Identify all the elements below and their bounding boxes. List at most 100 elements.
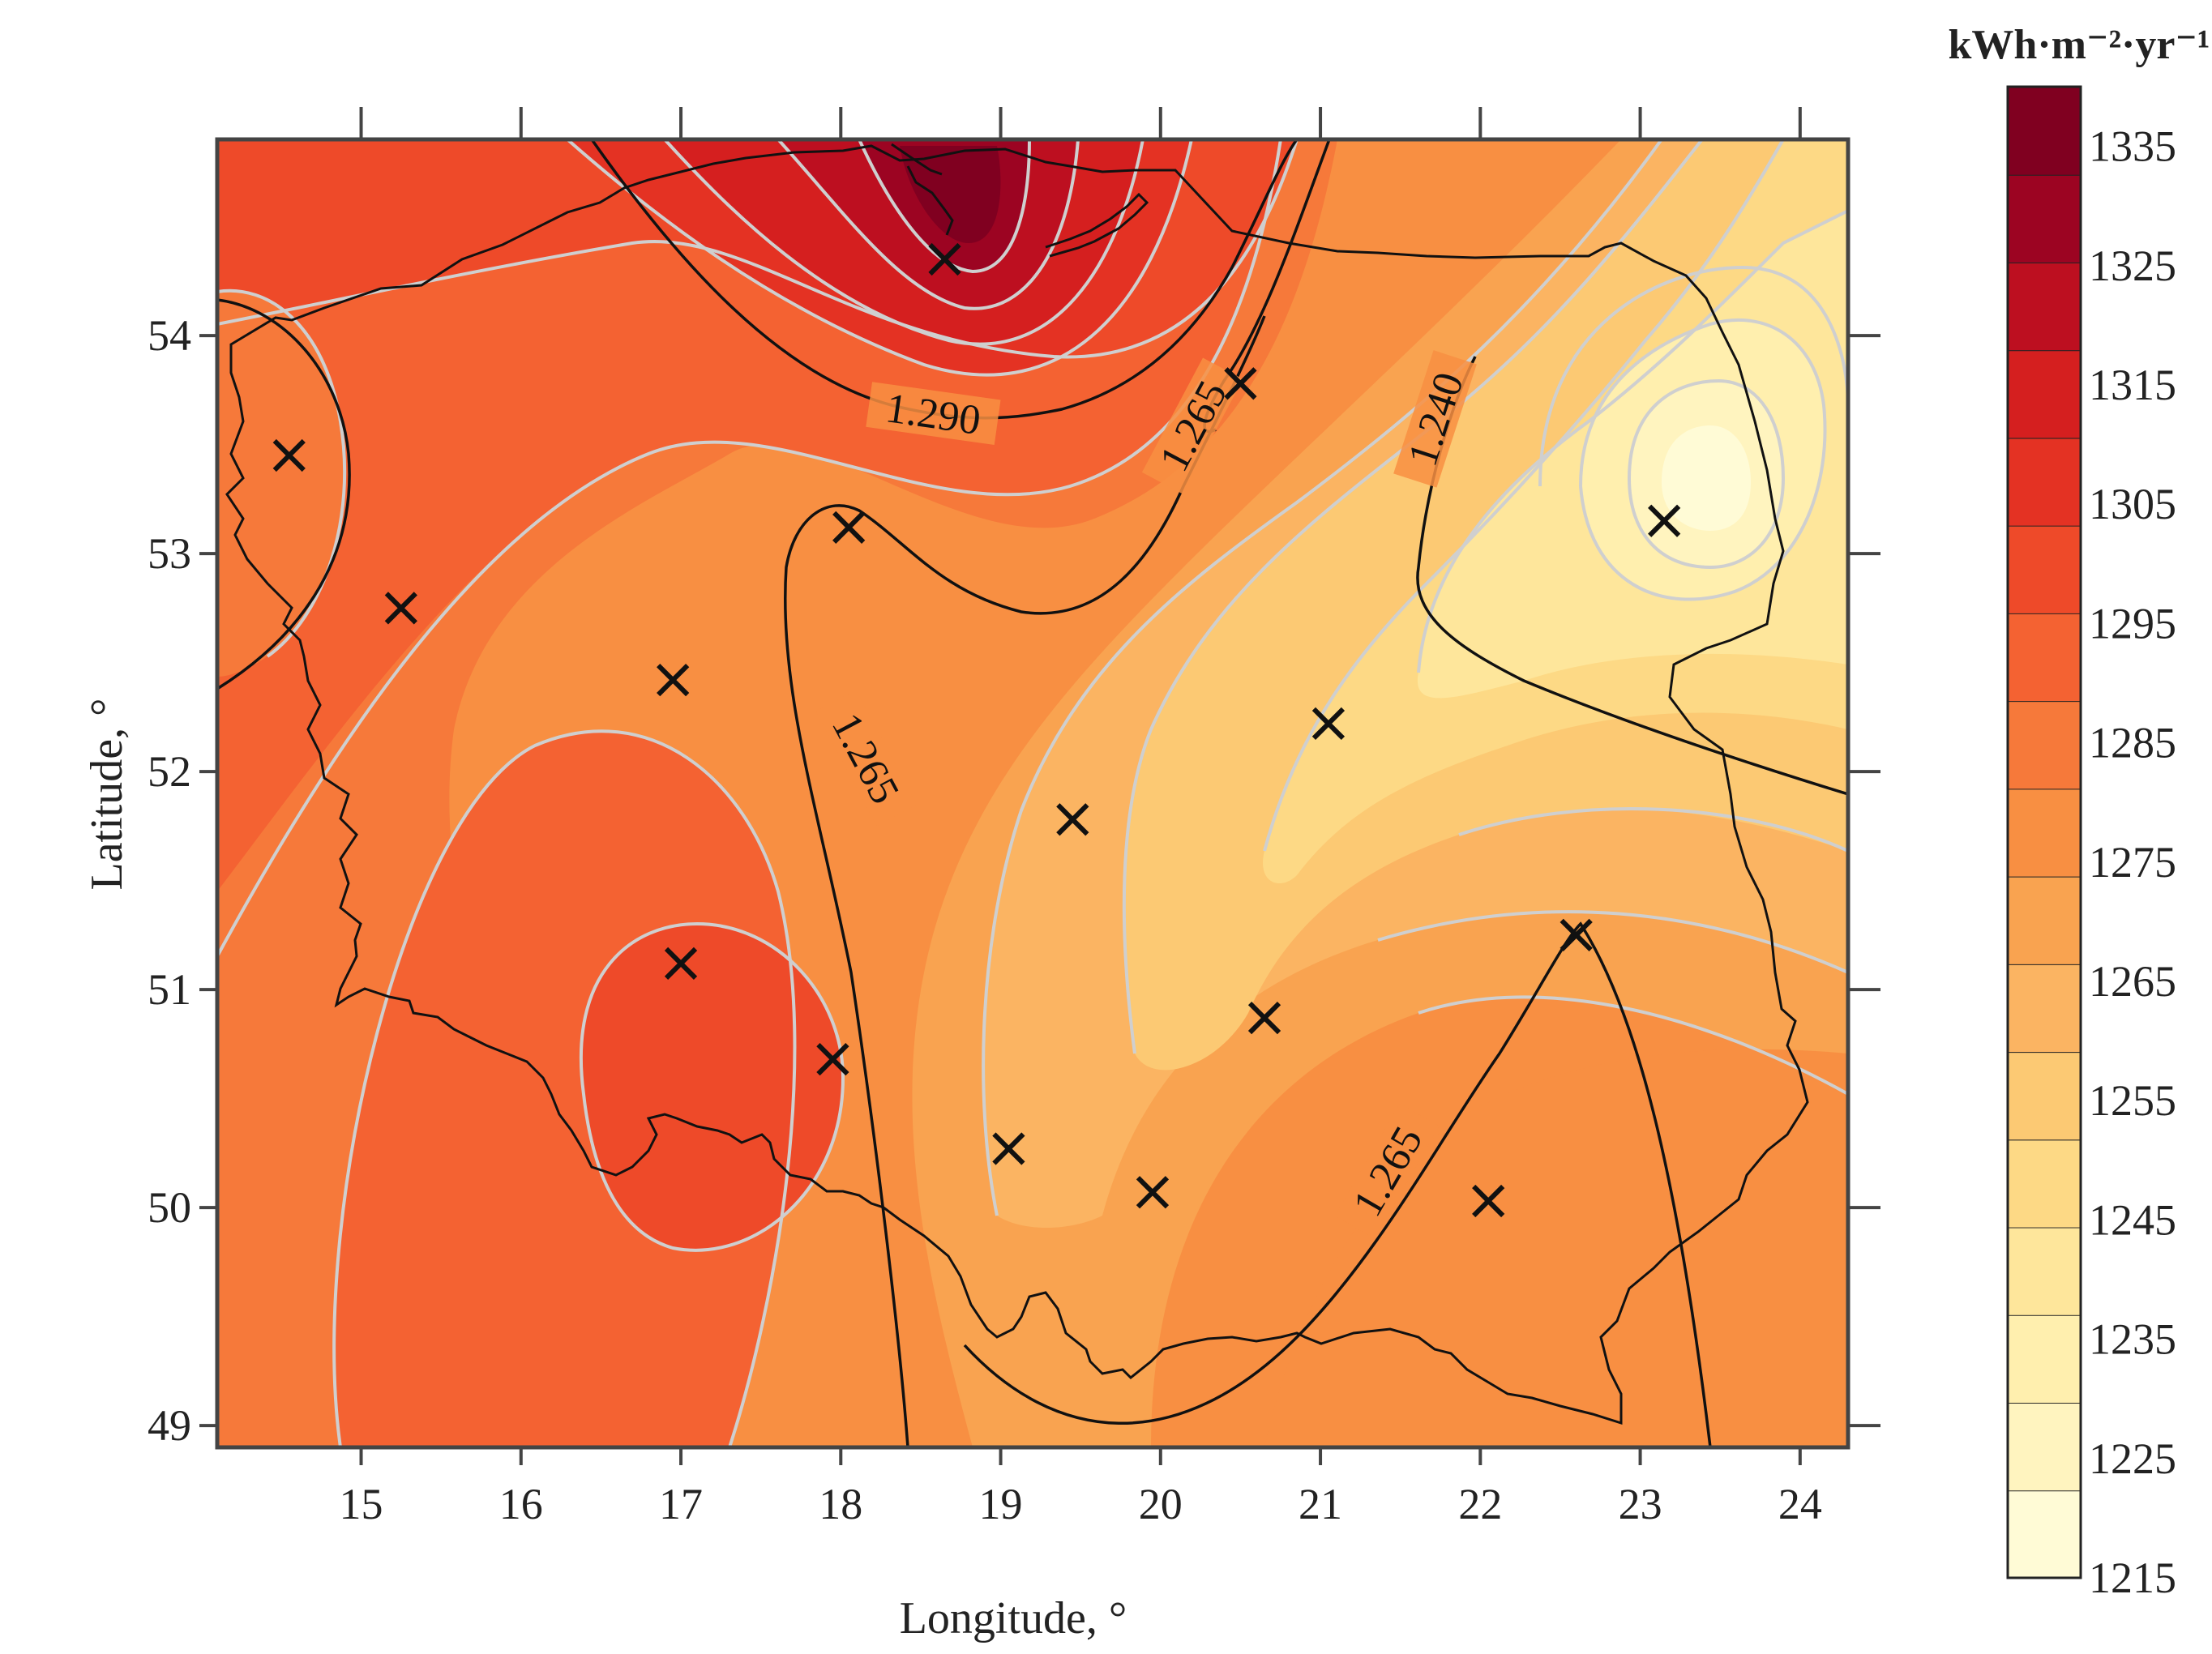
station-marker [1648, 504, 1681, 537]
colorbar-swatch [2008, 174, 2081, 263]
station-marker [1136, 1176, 1170, 1209]
fill-band-2 [334, 731, 795, 1447]
colorbar-label: 1325 [2089, 241, 2176, 290]
grey-isoline-12 [1458, 806, 1848, 853]
grey-isoline-2 [566, 139, 1193, 377]
station-marker [1560, 918, 1593, 951]
black-isoline-0 [590, 139, 1299, 420]
colorbar-swatch [2008, 788, 2081, 877]
contour-label-bg [1141, 357, 1243, 494]
y-tick-label: 54 [148, 311, 191, 360]
station-marker [816, 1043, 849, 1076]
plot-frame [215, 137, 1850, 1450]
fill-band-3 [580, 924, 843, 1250]
colorbar-label: 1275 [2089, 838, 2176, 887]
station-marker [832, 511, 866, 544]
grey-isoline-17 [1418, 995, 1848, 1096]
colorbar-label: 1305 [2089, 480, 2176, 528]
colorbar-label: 1315 [2089, 361, 2176, 409]
station-marker [1472, 1184, 1505, 1218]
fill-band-17 [1662, 425, 1751, 531]
colorbar-swatch [2008, 262, 2081, 351]
axis-ticks [199, 107, 1880, 1465]
grey-isoline-3 [663, 139, 1145, 346]
colorbar-labels: 1335 1325 1315 1305 1295 1285 1275 1265 1255 1245… [2089, 122, 2176, 1602]
grey-isoline-6 [579, 921, 845, 1252]
grey-isoline-10 [1263, 139, 1785, 852]
colorbar-label: 1265 [2089, 957, 2176, 1006]
colorbar-swatch [2008, 87, 2081, 175]
station-marker [384, 592, 417, 625]
colorbar-swatch [2008, 1051, 2081, 1140]
x-tick-label: 23 [1619, 1480, 1662, 1528]
colorbar-label: 1235 [2089, 1315, 2176, 1364]
fill-band-19 [1264, 1049, 1848, 1447]
black-isoline-1 [783, 315, 1266, 1447]
x-tick-label: 19 [979, 1480, 1023, 1528]
grey-isoline-11 [1417, 209, 1848, 673]
colorbar-frame [2006, 85, 2082, 1579]
vistula-spit [891, 143, 943, 176]
grey-isoline-16 [1538, 265, 1848, 487]
colorbar-swatch [2008, 437, 2081, 526]
colorbar: kWh·m⁻²·yr⁻¹ 1335 1325 1315 1305 1295 1285 127… [1949, 22, 2210, 1602]
station-marker [1247, 1001, 1281, 1035]
x-tick-label: 22 [1458, 1480, 1502, 1528]
colorbar-label: 1215 [2089, 1554, 2176, 1602]
x-tick-label: 15 [340, 1480, 383, 1528]
contour-label-bg [1335, 1103, 1440, 1239]
x-tick-label: 18 [819, 1480, 862, 1528]
colorbar-swatches [2008, 85, 2081, 1579]
x-tick-label: 20 [1139, 1480, 1183, 1528]
fill-band-9 [900, 146, 1001, 243]
fill-band-18 [217, 290, 345, 677]
y-tick-label: 53 [148, 529, 191, 578]
station-marker [1056, 803, 1089, 836]
grey-isoline-13 [1377, 910, 1848, 974]
contour-label-bg [866, 382, 1001, 445]
irradiation-fill [217, 139, 1848, 1447]
station-marker [664, 947, 698, 980]
x-tick-label: 24 [1778, 1480, 1822, 1528]
y-tick-label: 52 [148, 747, 191, 796]
colorbar-label: 1245 [2089, 1195, 2176, 1244]
grey-isoline-5 [858, 139, 1031, 274]
station-marker [928, 242, 961, 276]
colorbar-swatch [2008, 1402, 2081, 1491]
colorbar-label: 1225 [2089, 1434, 2176, 1483]
y-axis-label: Latitude, ° [82, 699, 132, 891]
colorbar-swatch [2008, 964, 2081, 1053]
poland-border [225, 143, 1809, 1425]
grey-isoline-1 [217, 139, 1299, 359]
station-marker [992, 1132, 1025, 1165]
colorbar-swatch [2008, 1227, 2081, 1315]
grey-isoline-4 [777, 139, 1080, 310]
colorbar-swatch [2008, 525, 2081, 613]
station-marker [1224, 367, 1257, 400]
vistula-lagoon [906, 165, 954, 236]
colorbar-swatch [2008, 613, 2081, 702]
colorbar-label: 1255 [2089, 1076, 2176, 1125]
station-marker [657, 663, 690, 697]
grey-isoline-18 [217, 288, 347, 658]
colorbar-label: 1285 [2089, 719, 2176, 767]
grey-isoline-9 [1122, 139, 1704, 1054]
x-axis-label: Longitude, ° [900, 1593, 1127, 1643]
colorbar-title: kWh·m⁻²·yr⁻¹ [1949, 22, 2210, 68]
black-isoline-4 [963, 921, 1712, 1447]
colorbar-swatch [2008, 700, 2081, 789]
y-tick-label: 49 [148, 1401, 191, 1450]
black-isoline-5 [217, 298, 351, 690]
colorbar-label: 1335 [2089, 122, 2176, 171]
contour-label-bg [815, 690, 918, 827]
contour-label-bg [1393, 350, 1477, 488]
x-tick-label: 17 [659, 1480, 703, 1528]
y-tick-label: 50 [148, 1183, 191, 1232]
y-tick-label: 51 [148, 965, 191, 1014]
country-border [225, 144, 1809, 1425]
hel-peninsula [1045, 192, 1149, 258]
colorbar-label: 1295 [2089, 599, 2176, 647]
